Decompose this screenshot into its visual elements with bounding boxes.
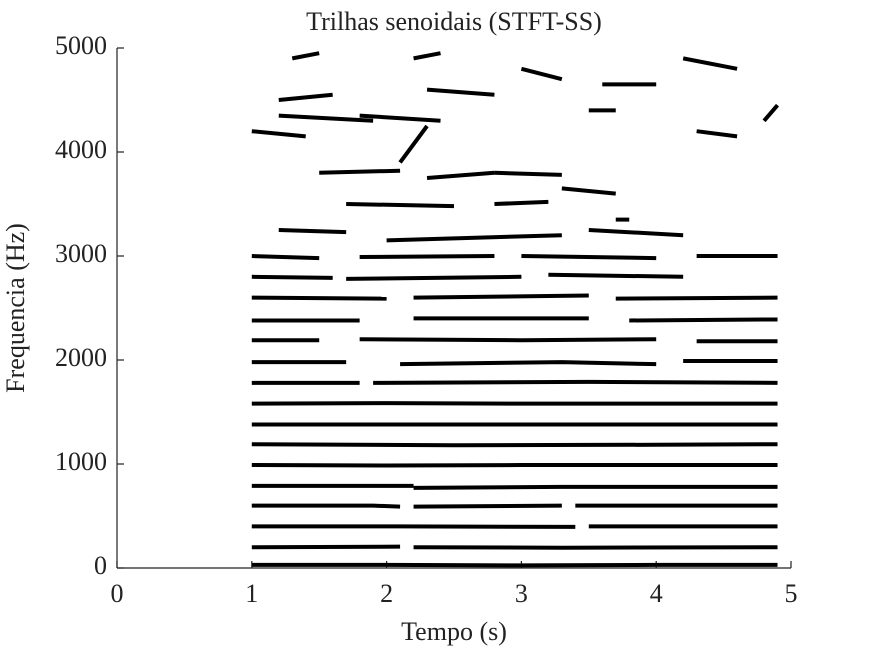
chart-title: Trilhas senoidais (STFT-SS)	[306, 7, 602, 36]
track	[520, 66, 563, 82]
track	[762, 103, 780, 123]
track	[413, 503, 562, 509]
x-tick-label: 2	[380, 579, 393, 608]
y-tick-label: 2000	[55, 343, 107, 372]
track	[413, 484, 778, 490]
x-tick-label: 1	[245, 579, 258, 608]
track	[400, 360, 657, 367]
x-tick-label: 0	[111, 579, 124, 608]
track	[588, 228, 684, 238]
track	[346, 274, 522, 281]
track	[251, 254, 320, 261]
track	[629, 317, 778, 323]
track	[346, 202, 455, 209]
y-axis-label: Frequencia (Hz)	[1, 223, 30, 393]
y-tick-label: 4000	[55, 135, 107, 164]
x-tick-label: 4	[650, 579, 663, 608]
track	[251, 401, 778, 406]
track	[359, 254, 495, 260]
track	[548, 272, 684, 279]
track	[251, 562, 778, 568]
track	[359, 337, 657, 343]
track	[413, 545, 778, 550]
track	[615, 295, 778, 301]
track	[251, 503, 401, 509]
y-tick-label: 5000	[55, 31, 107, 60]
track	[682, 56, 738, 71]
track	[251, 129, 306, 139]
track	[251, 274, 333, 280]
track	[413, 293, 589, 300]
track	[494, 199, 549, 206]
track	[278, 113, 374, 123]
x-tick-label: 5	[785, 579, 798, 608]
track	[494, 170, 562, 177]
track	[373, 379, 778, 385]
track	[251, 442, 778, 448]
track	[696, 129, 738, 139]
track	[359, 113, 441, 123]
track	[561, 186, 616, 196]
track	[291, 51, 320, 61]
track	[319, 168, 401, 175]
y-tick-label: 3000	[55, 239, 107, 268]
track	[521, 254, 657, 261]
track	[251, 544, 401, 550]
y-tick-label: 0	[94, 551, 107, 580]
track	[398, 124, 429, 164]
x-tick-label: 3	[515, 579, 528, 608]
y-tick-label: 1000	[55, 447, 107, 476]
track	[251, 524, 576, 529]
track	[278, 228, 347, 235]
track	[386, 233, 562, 243]
x-axis-label: Tempo (s)	[401, 617, 507, 646]
track	[426, 170, 495, 180]
track	[413, 51, 441, 61]
track	[251, 463, 778, 468]
track	[251, 295, 387, 301]
track	[426, 87, 495, 97]
track	[278, 92, 333, 102]
